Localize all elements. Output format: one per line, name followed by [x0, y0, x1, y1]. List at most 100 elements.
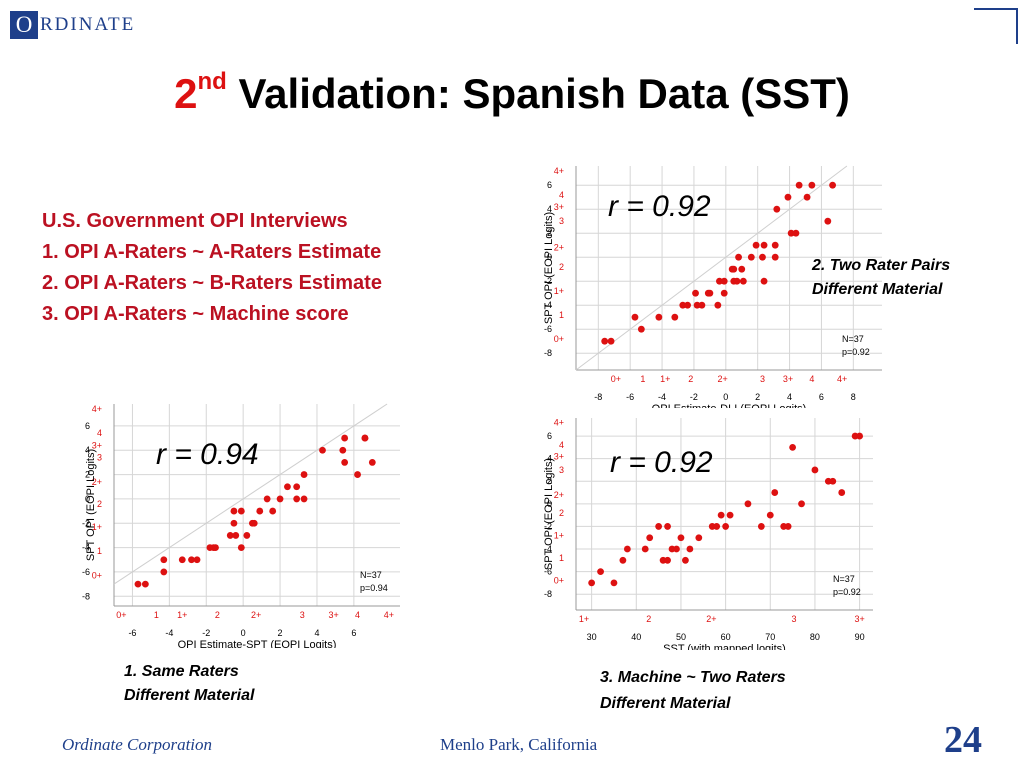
x-tick-label: 6 — [351, 628, 356, 638]
y-level-label: 0+ — [92, 571, 102, 581]
y-level-label: 3+ — [554, 451, 564, 461]
data-point — [722, 523, 730, 530]
data-point — [787, 229, 795, 237]
data-point — [760, 277, 768, 285]
data-point — [230, 507, 238, 515]
logo-text: RDINATE — [40, 14, 136, 35]
y-tick-label: 4 — [547, 454, 552, 464]
data-point — [655, 313, 663, 321]
caption-line: 3. Machine ~ Two Raters — [600, 669, 786, 686]
data-point — [250, 519, 258, 527]
x-level-label: 3 — [300, 610, 305, 620]
page-number: 24 — [944, 719, 982, 761]
caption-line: Different Material — [812, 281, 943, 298]
data-point — [795, 181, 803, 189]
x-tick-label: -4 — [165, 628, 173, 638]
x-tick-label: 6 — [819, 392, 824, 402]
x-level-label: 0+ — [611, 374, 621, 384]
y-tick-label: -8 — [82, 591, 90, 601]
data-point — [693, 301, 701, 309]
diagonal-line — [575, 165, 848, 371]
stats-label: p=0.92 — [842, 347, 870, 357]
data-point — [134, 580, 142, 588]
y-level-label: 1 — [559, 553, 564, 563]
y-level-label: 2 — [559, 262, 564, 272]
y-level-label: 4+ — [554, 166, 564, 176]
data-point — [178, 556, 186, 564]
data-point — [339, 446, 347, 454]
x-tick-label: -8 — [594, 392, 602, 402]
page-title: 2nd Validation: Spanish Data (SST) — [0, 68, 1024, 118]
x-level-label: 4 — [809, 374, 814, 384]
data-point — [792, 229, 800, 237]
x-level-label: 3+ — [783, 374, 793, 384]
data-point — [341, 434, 349, 442]
data-point — [237, 507, 245, 515]
data-point — [610, 579, 618, 587]
data-point — [664, 523, 671, 530]
y-level-label: 2+ — [554, 490, 564, 500]
data-point — [784, 193, 792, 201]
y-level-label: 3 — [559, 465, 564, 475]
data-point — [808, 181, 816, 189]
data-point — [692, 289, 699, 297]
data-point — [226, 532, 234, 539]
x-tick-label: 0 — [241, 628, 246, 638]
stats-label: p=0.92 — [833, 587, 861, 597]
data-point — [744, 500, 752, 508]
data-point — [682, 556, 689, 564]
x-tick-label: 2 — [755, 392, 760, 402]
list-item: 3. OPI A-Raters ~ Machine score — [42, 303, 349, 325]
diagonal-line — [113, 403, 388, 585]
scatter-chart-two-rater-pairs: -8 -6 -4 -2 0 2 4 6 8 6 4 2 0 -2 -4 -6 -8 4+ 4 3+ 3 2+ 2 1+ 1 0+ 0… — [538, 160, 888, 408]
data-point — [188, 556, 195, 564]
data-point — [759, 253, 766, 261]
y-level-label: 1 — [559, 310, 564, 320]
y-tick-label: -8 — [544, 348, 552, 358]
x-level-label: 1 — [154, 610, 159, 620]
x-tick-label: 4 — [787, 392, 792, 402]
data-point — [269, 507, 277, 515]
data-point — [784, 523, 792, 530]
title-superscript: nd — [197, 68, 227, 95]
x-level-label: 3+ — [854, 614, 864, 624]
data-point — [773, 205, 781, 213]
y-tick-label: -6 — [544, 567, 552, 577]
footer-company: Ordinate Corporation — [62, 735, 213, 754]
y-tick-label: 2 — [85, 470, 90, 480]
data-point — [824, 217, 832, 225]
data-point — [698, 301, 706, 309]
y-tick-label: 0 — [547, 252, 552, 262]
data-point — [300, 495, 308, 503]
data-point — [735, 253, 742, 261]
data-point — [677, 534, 685, 542]
caption-line: Different Material — [124, 687, 255, 704]
r-value-1: r = 0.94 — [156, 438, 259, 471]
data-point — [717, 511, 725, 519]
y-tick-label: 2 — [547, 476, 552, 486]
data-point — [212, 544, 219, 551]
y-level-label: 3 — [559, 216, 564, 226]
list-item: 1. OPI A-Raters ~ A-Raters Estimate — [42, 241, 382, 263]
data-point — [739, 277, 747, 285]
interview-list: U.S. Government OPI Interviews 1. OPI A-… — [42, 206, 382, 330]
data-point — [664, 556, 671, 564]
data-point — [293, 483, 301, 491]
data-point — [354, 471, 361, 478]
y-tick-label: -6 — [544, 324, 552, 334]
x-tick-label: 80 — [810, 632, 820, 642]
x-level-label: 4+ — [837, 374, 847, 384]
data-point — [631, 313, 639, 321]
x-level-label: 4 — [355, 610, 360, 620]
data-point — [671, 313, 679, 321]
y-tick-label: -8 — [544, 589, 552, 599]
data-point — [752, 241, 760, 249]
data-point — [319, 446, 326, 454]
y-level-label: 1+ — [554, 530, 564, 540]
scatter-chart-machine: 30 40 50 60 70 80 90 6 4 2 0 -2 -4 -6 -8 4+ 4 3+ 3 2+ 2 1+ 1 0+… — [538, 412, 883, 650]
data-point — [811, 466, 819, 474]
data-point — [714, 301, 722, 309]
data-point — [646, 534, 654, 542]
y-tick-label: 0 — [85, 494, 90, 504]
data-point — [757, 523, 765, 530]
